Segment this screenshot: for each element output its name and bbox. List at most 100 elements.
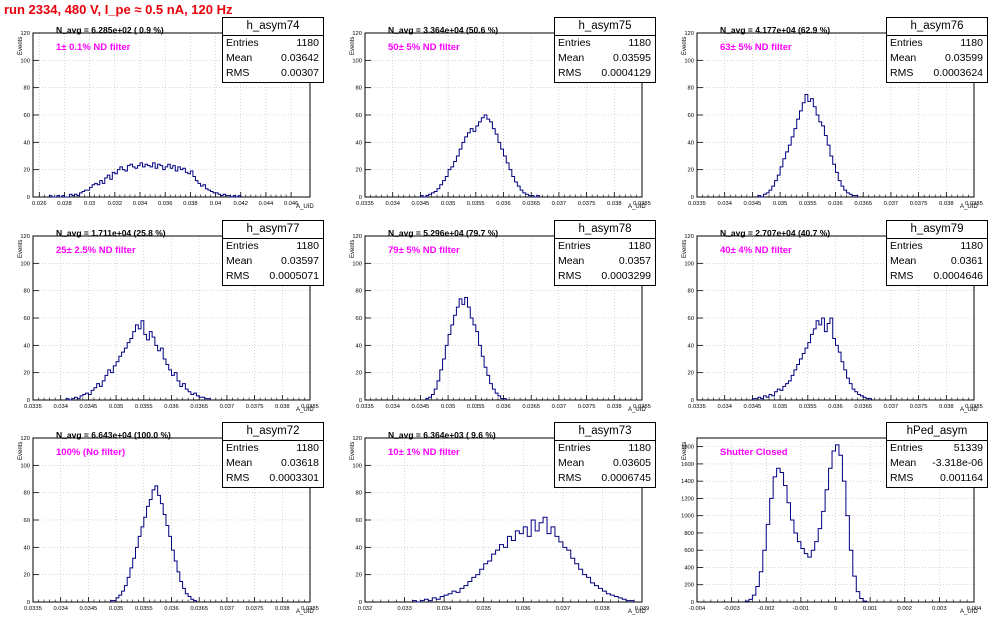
x-tick-label: 0.034 (717, 201, 732, 207)
y-tick-label: 100 (20, 58, 30, 64)
x-axis-label: A_UID (628, 609, 646, 615)
histogram-name: h_asym72 (223, 423, 323, 441)
x-tick-label: 0.0335 (356, 201, 374, 207)
stats-value: 1180 (960, 240, 983, 252)
y-tick-label: 120 (684, 31, 694, 37)
x-tick-label: 0.037 (884, 201, 899, 207)
y-tick-label: 60 (24, 113, 30, 119)
x-tick-label: 0.046 (284, 201, 299, 207)
stats-label: Entries (558, 37, 591, 49)
x-tick-label: 0.033 (397, 606, 412, 612)
stats-label: Entries (890, 37, 923, 49)
y-tick-label: 120 (352, 31, 362, 37)
x-tick-label: 0.0345 (412, 201, 430, 207)
filter-annotation: 1± 0.1% ND filter (56, 42, 131, 53)
stats-label: Entries (890, 442, 923, 454)
stats-row: Entries 51339 (887, 441, 987, 456)
x-tick-label: 0.036 (496, 201, 511, 207)
x-tick-label: 0.003 (932, 606, 947, 612)
y-tick-label: 80 (24, 491, 30, 497)
y-tick-label: 400 (684, 565, 694, 571)
x-axis-label: A_UID (296, 204, 314, 210)
x-tick-label: 0.0335 (356, 404, 374, 410)
stats-row: Entries 1180 (223, 441, 323, 456)
x-tick-label: 0.03 (84, 201, 95, 207)
filter-annotation: 10± 1% ND filter (388, 447, 460, 458)
stats-value: 1180 (296, 37, 319, 49)
y-tick-label: 0 (691, 398, 694, 404)
y-axis-label: Events (682, 441, 688, 460)
x-tick-label: 0.036 (496, 404, 511, 410)
filter-annotation: 63± 5% ND filter (720, 42, 792, 53)
y-tick-label: 40 (24, 343, 30, 349)
y-tick-label: 80 (356, 86, 362, 92)
x-tick-label: 0.004 (967, 606, 982, 612)
x-tick-label: 0.037 (552, 201, 567, 207)
stats-label: Mean (890, 52, 917, 64)
y-axis-label: Events (350, 441, 356, 460)
stats-label: Mean (890, 457, 917, 469)
y-tick-label: 0 (691, 600, 694, 606)
x-axis-label: A_UID (296, 609, 314, 615)
histogram-name: h_asym76 (887, 18, 987, 36)
histogram-series (757, 94, 859, 198)
x-tick-label: 0.0385 (965, 201, 983, 207)
histogram-panel: 0.0335 0.034 0.0345 0.035 0.0355 0.036 0.0365 0… (332, 15, 664, 218)
stats-row: Entries 1180 (555, 239, 655, 254)
y-tick-label: 60 (356, 113, 362, 119)
stats-row: Mean 0.03597 (223, 254, 323, 269)
x-tick-label: 0.034 (437, 606, 452, 612)
y-axis-label: Events (18, 239, 24, 258)
x-tick-label: 0.028 (57, 201, 72, 207)
y-axis-label: Events (682, 239, 688, 258)
y-tick-label: 100 (20, 261, 30, 267)
stats-value: 51339 (953, 442, 983, 454)
stats-box: h_asym72 Entries 1180 Mean 0.03618 RMS 0.00033… (222, 422, 324, 488)
stats-row: RMS 0.0003624 (887, 66, 987, 81)
histogram-name: h_asym78 (555, 221, 655, 239)
y-tick-label: 40 (688, 140, 694, 146)
stats-value: 1180 (296, 442, 319, 454)
n-avg-annotation: N_avg = 6.643e+04 (100.0 %) (56, 430, 171, 440)
x-tick-label: 0.038 (183, 201, 198, 207)
stats-row: Mean 0.03605 (555, 456, 655, 471)
n-avg-annotation: N_avg = 1.711e+04 (25.8 %) (56, 228, 166, 238)
x-tick-label: 0.0335 (24, 606, 42, 612)
stats-label: Mean (558, 255, 585, 267)
y-axis-label: Events (350, 239, 356, 258)
stats-box: h_asym78 Entries 1180 Mean 0.0357 RMS 0.000329… (554, 220, 656, 286)
stats-row: RMS 0.0006745 (555, 471, 655, 486)
y-tick-label: 0 (27, 195, 30, 201)
x-tick-label: 0.034 (385, 201, 400, 207)
y-tick-label: 60 (356, 316, 362, 322)
y-tick-label: 100 (684, 58, 694, 64)
stats-row: Entries 1180 (555, 36, 655, 51)
stats-row: Mean -3.318e-06 (887, 456, 987, 471)
stats-label: RMS (558, 472, 582, 484)
stats-value: 0.001164 (939, 472, 983, 484)
x-tick-label: 0.036 (828, 404, 843, 410)
x-tick-label: 0.0375 (246, 404, 264, 410)
stats-value: 0.0003624 (933, 67, 983, 79)
x-tick-label: 0.0385 (965, 404, 983, 410)
stats-box: hPed_asym Entries 51339 Mean -3.318e-06 RMS 0.… (886, 422, 988, 488)
x-tick-label: 0.0355 (135, 404, 153, 410)
y-tick-label: 100 (352, 463, 362, 469)
x-tick-label: 0.0355 (799, 404, 817, 410)
x-tick-label: 0.036 (828, 201, 843, 207)
y-tick-label: 80 (24, 289, 30, 295)
stats-value: 0.0004129 (601, 67, 651, 79)
y-tick-label: 60 (24, 316, 30, 322)
x-tick-label: 0.034 (53, 606, 68, 612)
stats-value: 1180 (960, 37, 983, 49)
x-axis-label: A_UID (628, 407, 646, 413)
y-tick-label: 40 (24, 140, 30, 146)
x-axis-label: A_UID (628, 204, 646, 210)
histogram-series (65, 320, 211, 401)
stats-row: RMS 0.001164 (887, 471, 987, 486)
stats-value: 1180 (628, 442, 651, 454)
x-tick-label: 0.037 (884, 404, 899, 410)
stats-label: RMS (558, 270, 582, 282)
stats-label: Entries (890, 240, 923, 252)
x-tick-label: 0.044 (259, 201, 274, 207)
